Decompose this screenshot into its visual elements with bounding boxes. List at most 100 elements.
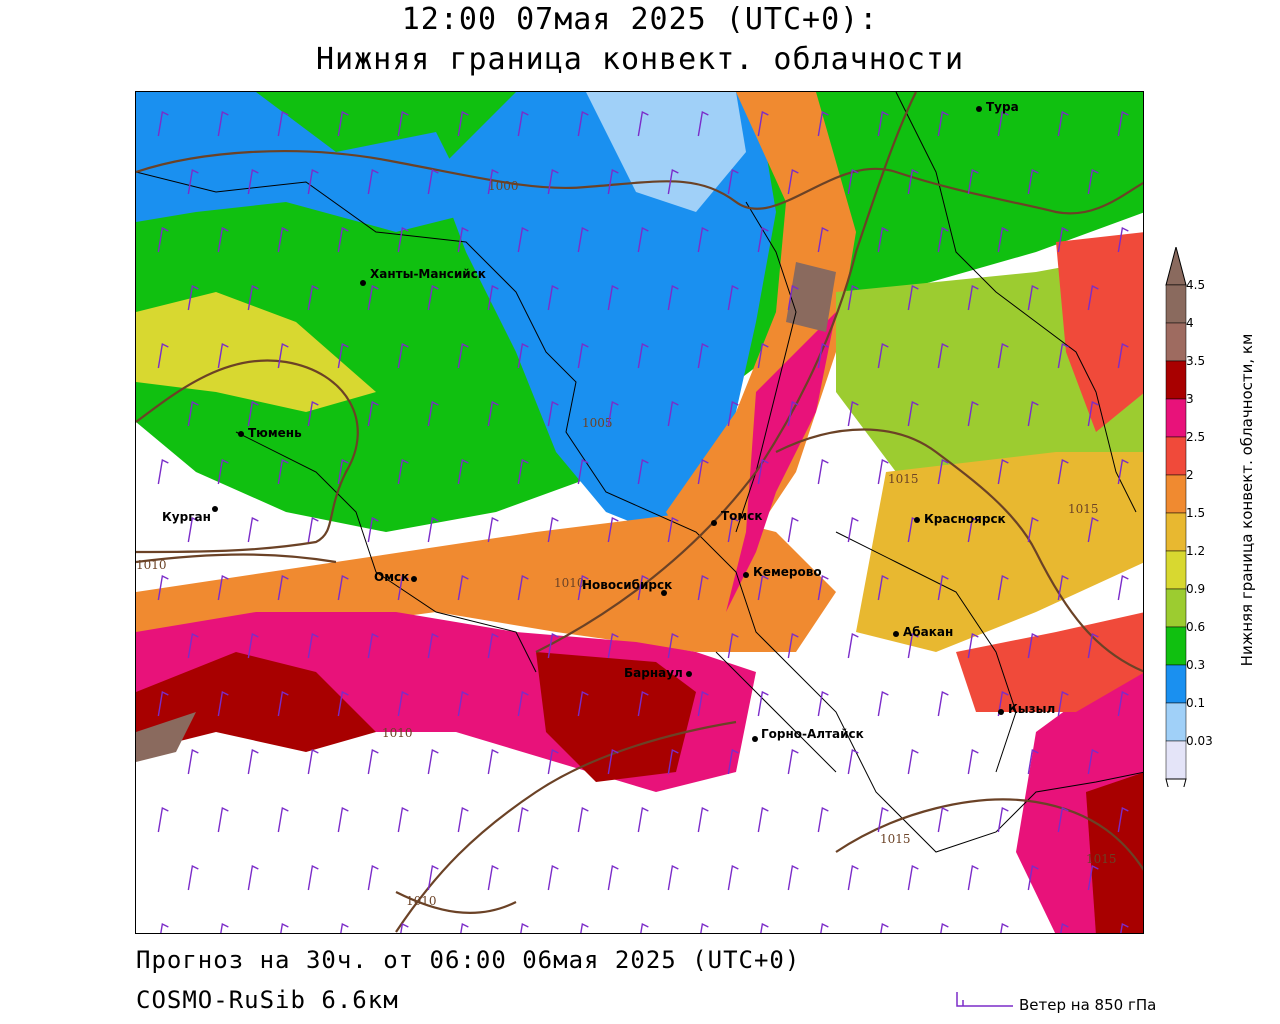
wind-barb: [337, 110, 349, 137]
wind-barb: [547, 864, 559, 891]
wind-barb: [397, 458, 409, 485]
color-scale-tick-label: 2.5: [1186, 430, 1206, 444]
wind-barb: [367, 400, 379, 427]
city-label-gorno-altaysk: Горно-Алтайск: [761, 727, 864, 741]
wind-barb: [1057, 574, 1069, 601]
map-canvas: 1000 1005 1010 1010 1010 1010 1015 1015 …: [136, 92, 1143, 933]
wind-barb: [157, 690, 169, 717]
wind-barb: [367, 516, 379, 543]
wind-barb: [217, 574, 229, 601]
wind-barb: [667, 168, 679, 195]
color-scale-swatch: [1165, 360, 1187, 400]
wind-barb: [727, 400, 739, 427]
wind-barb: [1057, 806, 1069, 833]
wind-barb: [847, 748, 859, 775]
wind-barb: [997, 226, 1009, 253]
isobar-label: 1005: [582, 416, 613, 430]
wind-barb: [337, 806, 349, 833]
wind-barb: [667, 400, 679, 427]
wind-barb: [220, 922, 229, 933]
wind-barb: [1117, 226, 1129, 253]
forecast-info: Прогноз на 30ч. от 06:00 06мая 2025 (UTC…: [136, 946, 801, 974]
wind-barb: [940, 922, 949, 933]
wind-barb: [757, 226, 769, 253]
wind-barb: [847, 168, 859, 195]
wind-barb: [157, 806, 169, 833]
wind-barb: [757, 574, 769, 601]
city-dot: [998, 709, 1004, 715]
color-scale-tick-label: 0.1: [1186, 696, 1206, 710]
wind-barb: [607, 168, 619, 195]
wind-barb: [637, 574, 649, 601]
wind-barb: [697, 806, 709, 833]
wind-barb: [757, 110, 769, 137]
wind-barb: [937, 342, 949, 369]
wind-barb: [637, 342, 649, 369]
wind-barb: [277, 110, 289, 137]
wind-barb: [577, 110, 589, 137]
wind-barb: [187, 864, 199, 891]
wind-barb: [607, 864, 619, 891]
wind-barb: [1027, 400, 1039, 427]
city-label-tura: Тура: [986, 100, 1019, 114]
wind-barb: [967, 864, 979, 891]
wind-barb: [787, 864, 799, 891]
color-scale-tick-label: 1.2: [1186, 544, 1206, 558]
wind-barb: [907, 168, 919, 195]
wind-barb: [307, 864, 319, 891]
wind-barb: [817, 342, 829, 369]
wind-barb: [397, 574, 409, 601]
wind-barb: [667, 632, 679, 659]
wind-barb: [847, 516, 859, 543]
wind-barb: [487, 864, 499, 891]
wind-barb: [877, 574, 889, 601]
wind-barb: [160, 922, 169, 933]
wind-barb: [337, 226, 349, 253]
wind-barb: [337, 458, 349, 485]
wind-barb: [907, 632, 919, 659]
city-dot: [711, 520, 717, 526]
wind-barb: [487, 632, 499, 659]
wind-barb: [307, 400, 319, 427]
city-dot: [893, 631, 899, 637]
color-scale-tick-label: 0.9: [1186, 582, 1206, 596]
wind-barb: [547, 284, 559, 311]
wind-barb: [487, 748, 499, 775]
wind-barb: [217, 342, 229, 369]
wind-barb: [697, 458, 709, 485]
wind-barb: [817, 574, 829, 601]
wind-barb: [877, 806, 889, 833]
color-scale-swatch: [1165, 322, 1187, 362]
wind-barb: [577, 574, 589, 601]
wind-barb: [787, 748, 799, 775]
wind-barb: [217, 806, 229, 833]
wind-barb: [967, 168, 979, 195]
wind-barb: [637, 226, 649, 253]
wind-barb: [217, 226, 229, 253]
wind-barb: [727, 168, 739, 195]
wind-barb: [307, 516, 319, 543]
model-name: COSMO-RuSib 6.6км: [136, 986, 399, 1014]
wind-barb: [637, 690, 649, 717]
isobar-label: 1010: [136, 558, 167, 572]
wind-barb: [757, 806, 769, 833]
color-scale-swatch: [1165, 702, 1187, 742]
wind-barb: [1087, 284, 1099, 311]
wind-barb: [787, 400, 799, 427]
city-label-kyzyl: Кызыл: [1008, 702, 1055, 716]
wind-barb: [577, 458, 589, 485]
wind-barb: [487, 516, 499, 543]
wind-barb: [157, 226, 169, 253]
color-scale-swatch: [1165, 436, 1187, 476]
color-scale-top-arrow: [1165, 245, 1187, 286]
wind-barb: [397, 110, 409, 137]
wind-barb: [457, 110, 469, 137]
wind-barb: [967, 400, 979, 427]
color-scale-tick-label: 4.5: [1186, 278, 1206, 292]
wind-barb: [877, 690, 889, 717]
wind-barb: [1117, 458, 1129, 485]
wind-barb: [340, 922, 349, 933]
wind-barb: [937, 806, 949, 833]
wind-barb: [457, 458, 469, 485]
wind-barb: [427, 400, 439, 427]
